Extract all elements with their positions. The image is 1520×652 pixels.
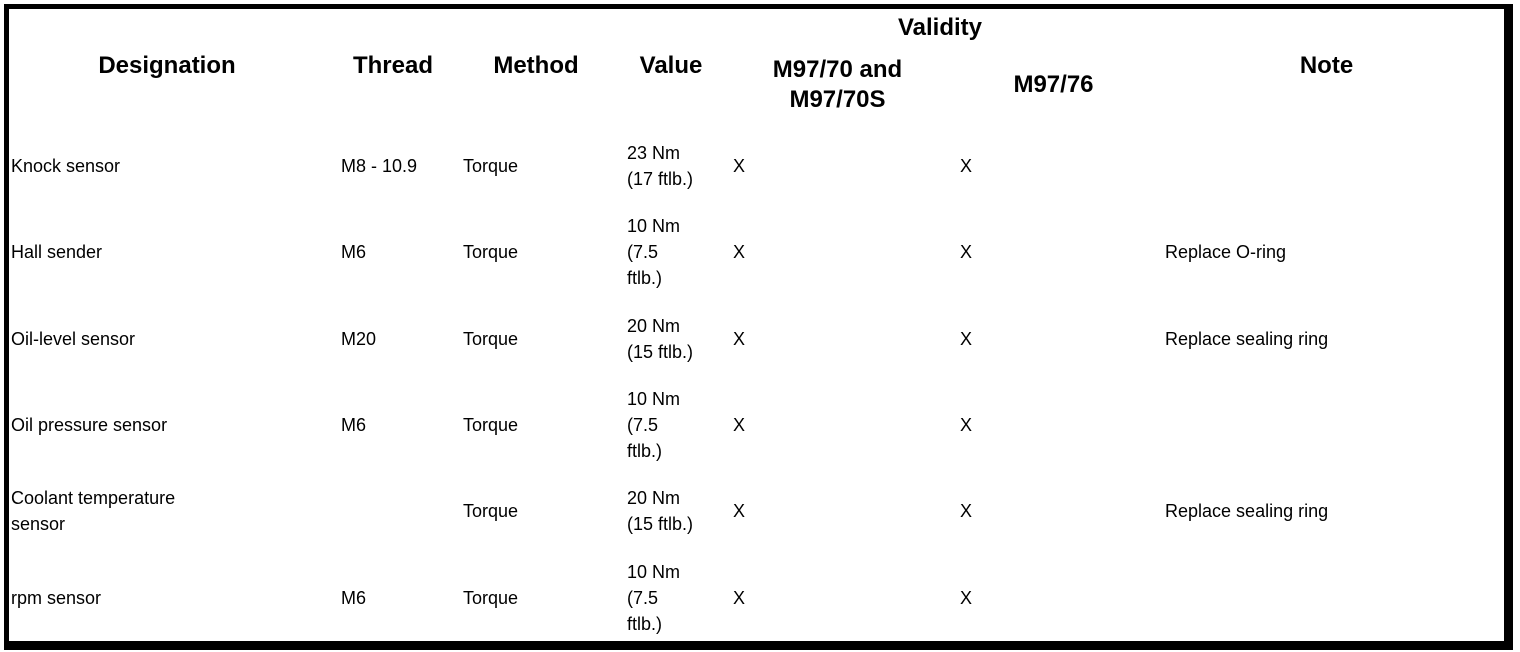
thread-cell: M6 (341, 415, 367, 436)
method-cell: Torque (463, 242, 519, 263)
designation-cell: Oil pressure sensor (11, 415, 168, 436)
table-row: Oil pressure sensor M6 Torque 10 Nm (7.5… (9, 382, 1504, 468)
method-cell: Torque (463, 587, 519, 608)
designation-cell: rpm sensor (11, 587, 102, 608)
validity-m97-70-cell: X (733, 587, 746, 608)
validity-m97-76-cell: X (960, 501, 973, 522)
note-cell: Replace O-ring (1165, 242, 1287, 263)
thread-cell: M6 (341, 242, 367, 263)
validity-m97-70-cell: X (733, 501, 746, 522)
validity-header: Validity (897, 14, 983, 41)
value-cell: 20 Nm (15 ftlb.) (627, 488, 694, 535)
validity-m97-76-cell: X (960, 328, 973, 349)
designation-cell: Oil-level sensor (11, 328, 136, 349)
table-row: Coolant temperature sensor Torque 20 Nm … (9, 468, 1504, 554)
method-cell: Torque (463, 156, 519, 177)
table-row: Knock sensor M8 - 10.9 Torque 23 Nm (17 … (9, 123, 1504, 209)
value-cell: 20 Nm (15 ftlb.) (627, 315, 694, 362)
header-row-validity: Designation Thread Method Value Validity… (9, 9, 1504, 79)
value-cell: 10 Nm (7.5 ftlb.) (627, 561, 681, 634)
designation-cell: Coolant temperature sensor (11, 488, 176, 535)
validity-m97-70-cell: X (733, 328, 746, 349)
value-cell: 10 Nm (7.5 ftlb.) (627, 216, 681, 289)
designation-cell: Knock sensor (11, 156, 121, 177)
validity-m97-70-cell: X (733, 156, 746, 177)
validity-m97-76-cell: X (960, 156, 973, 177)
table-row: rpm sensor M6 Torque 10 Nm (7.5 ftlb.) X… (9, 555, 1504, 641)
note-header: Note (1299, 52, 1354, 79)
table-row: Oil-level sensor M20 Torque 20 Nm (15 ft… (9, 296, 1504, 382)
table-body: Knock sensor M8 - 10.9 Torque 23 Nm (17 … (9, 123, 1504, 641)
validity-m97-76-cell: X (960, 587, 973, 608)
value-header: Value (639, 52, 703, 79)
validity-m97-70-cell: X (733, 242, 746, 263)
value-cell: 10 Nm (7.5 ftlb.) (627, 389, 681, 462)
thread-cell: M6 (341, 587, 367, 608)
value-cell: 23 Nm (17 ftlb.) (627, 143, 694, 190)
validity-m97-70-header: M97/70 and M97/70S (772, 56, 903, 113)
thread-cell (339, 468, 461, 554)
note-cell: Replace sealing ring (1165, 328, 1329, 349)
method-cell: Torque (463, 501, 519, 522)
header-row-validity-sub: M97/70 and M97/70S M97/76 (9, 47, 1504, 123)
table-frame: Designation Thread Method Value Validity… (4, 4, 1513, 650)
validity-m97-76-cell: X (960, 242, 973, 263)
designation-header: Designation (98, 52, 236, 79)
method-cell: Torque (463, 415, 519, 436)
validity-m97-70-cell: X (733, 415, 746, 436)
thread-header: Thread (352, 52, 433, 79)
table-row: Hall sender M6 Torque 10 Nm (7.5 ftlb.) … (9, 209, 1504, 295)
validity-m97-76-header: M97/76 (1013, 71, 1094, 98)
table-header: Designation Thread Method Value Validity… (9, 9, 1504, 123)
note-cell (1163, 555, 1504, 641)
thread-cell: M8 - 10.9 (341, 156, 418, 177)
validity-m97-76-cell: X (960, 415, 973, 436)
thread-cell: M20 (341, 328, 377, 349)
note-cell (1163, 123, 1504, 209)
note-cell: Replace sealing ring (1165, 501, 1329, 522)
torque-spec-table: Designation Thread Method Value Validity… (9, 9, 1504, 641)
designation-cell: Hall sender (11, 242, 103, 263)
method-header: Method (493, 52, 579, 79)
note-cell (1163, 382, 1504, 468)
method-cell: Torque (463, 328, 519, 349)
